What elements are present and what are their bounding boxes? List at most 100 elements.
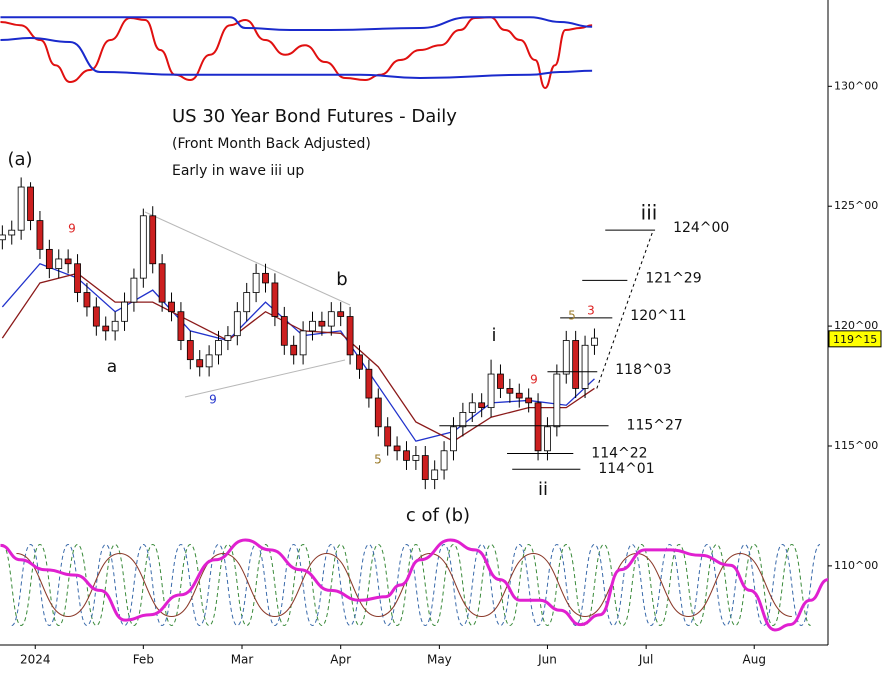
- candle-body: [515, 392, 523, 399]
- candle-body: [525, 397, 533, 404]
- bottom_panel-line: [0, 538, 829, 632]
- candle-body: [8, 229, 16, 236]
- wave-label: (a): [7, 149, 32, 170]
- top_panel-line: [0, 16, 593, 90]
- chart-note: Early in wave iii up: [172, 163, 304, 179]
- wave-label: c of (b): [406, 505, 470, 526]
- candle-body: [17, 186, 25, 231]
- target-label: 118^03: [615, 362, 671, 378]
- candle-body: [0, 234, 6, 241]
- candle-body: [177, 311, 185, 341]
- wave-label: 5: [568, 309, 576, 323]
- candle-body: [346, 316, 354, 356]
- x-tick-label: Feb: [133, 653, 154, 667]
- candle-body: [215, 340, 222, 356]
- wave-label: ii: [538, 479, 548, 500]
- candle-body: [280, 316, 288, 346]
- wave-label: a: [107, 357, 117, 377]
- candle-body: [562, 340, 570, 375]
- candle-body: [506, 388, 514, 394]
- candle-body: [356, 354, 363, 370]
- wave-label: 5: [374, 453, 382, 467]
- candle-body: [497, 373, 504, 389]
- wave-label: 9: [530, 373, 538, 387]
- candle-body: [45, 248, 53, 269]
- candle-body: [337, 311, 345, 317]
- wave-label: 3: [587, 304, 595, 318]
- candle-body: [544, 426, 551, 452]
- last-price-label: 119^15: [833, 333, 877, 346]
- target-label: 114^22: [591, 445, 647, 461]
- candle-body: [450, 426, 457, 452]
- candle-body: [318, 320, 326, 327]
- candle-body: [440, 450, 448, 471]
- wave-label: b: [336, 269, 347, 290]
- candle-body: [421, 455, 429, 480]
- candle-body: [393, 445, 401, 452]
- bottom_panel-line: [1, 543, 812, 627]
- wave-label: iii: [641, 201, 658, 225]
- candle-body: [102, 325, 110, 332]
- candle-body: [591, 337, 598, 346]
- candle-body: [55, 258, 63, 269]
- candle-body: [299, 330, 307, 356]
- candle-body: [572, 340, 580, 389]
- x-tick-label: Apr: [330, 653, 351, 667]
- wave-label: i: [491, 325, 496, 346]
- x-tick-label: Aug: [743, 653, 766, 667]
- x-tick-label: Jul: [638, 653, 653, 667]
- x-tick-label: Mar: [231, 653, 254, 667]
- y-tick-label: 110^00: [834, 559, 878, 572]
- candle-body: [149, 215, 157, 265]
- candle-body: [252, 272, 260, 293]
- top_panel-line: [0, 16, 593, 31]
- candle-body: [196, 359, 204, 368]
- wave-label: 9: [68, 222, 76, 236]
- wave-label: 9: [209, 393, 217, 407]
- candle-body: [243, 292, 251, 313]
- candle-body: [92, 306, 100, 327]
- target-label: 121^29: [645, 270, 701, 286]
- candle-body: [403, 450, 410, 461]
- candle-body: [130, 277, 138, 303]
- candle-body: [534, 402, 542, 452]
- x-tick-label: 2024: [20, 653, 51, 667]
- candle-body: [64, 258, 72, 265]
- candle-body: [365, 368, 373, 399]
- x-tick-label: May: [427, 653, 452, 667]
- candle-body: [168, 301, 175, 313]
- candle-body: [27, 186, 34, 221]
- candle-body: [224, 335, 232, 341]
- candle-body: [487, 373, 495, 409]
- candle-body: [384, 426, 392, 447]
- triangle-lower: [184, 359, 346, 398]
- target-label: 120^11: [630, 308, 686, 324]
- candle-body: [271, 282, 279, 317]
- candle-body: [158, 263, 166, 303]
- candle-body: [83, 292, 91, 308]
- candle-body: [121, 301, 128, 322]
- candle-body: [412, 455, 420, 461]
- candle-body: [553, 373, 561, 428]
- target-label: 114^01: [598, 461, 654, 477]
- target-label: 124^00: [673, 220, 729, 236]
- chart-title: US 30 Year Bond Futures - Daily: [172, 106, 457, 127]
- projection: [596, 230, 654, 389]
- candle-body: [74, 263, 81, 293]
- y-tick-label: 130^00: [834, 79, 878, 92]
- bottom_panel-line: [11, 543, 821, 627]
- candle-body: [36, 220, 44, 250]
- candle-body: [233, 311, 241, 337]
- candle-body: [262, 272, 269, 284]
- candle-body: [478, 402, 486, 409]
- candle-body: [581, 344, 589, 389]
- candle-body: [459, 412, 467, 428]
- x-tick-label: Jun: [537, 653, 557, 667]
- top_panel-line: [0, 36, 593, 80]
- triangle-upper: [144, 211, 351, 306]
- chart-subtitle: (Front Month Back Adjusted): [172, 136, 371, 152]
- candle-body: [139, 215, 147, 279]
